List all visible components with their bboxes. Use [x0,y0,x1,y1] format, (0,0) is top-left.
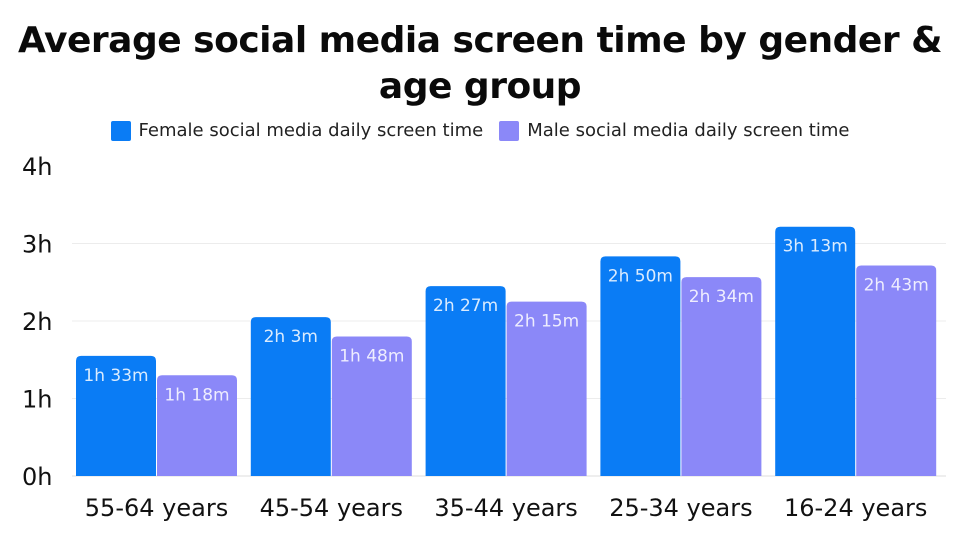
x-tick-label: 16-24 years [784,494,927,522]
bar-female [250,317,331,476]
data-label: 2h 34m [689,287,754,307]
data-label: 2h 27m [433,296,498,316]
bar-male [681,277,762,476]
data-label: 2h 3m [264,327,318,347]
chart-title: Average social media screen time by gend… [17,20,943,107]
bar-male [331,336,412,476]
bar-male [157,375,237,476]
legend: Female social media daily screen time Ma… [0,120,960,141]
legend-swatch-male [499,120,520,141]
legend-item-female: Female social media daily screen time [110,120,484,141]
bar-male [506,301,587,476]
legend-label-female: Female social media daily screen time [138,120,484,141]
bar-female [425,286,506,476]
data-label: 1h 18m [164,385,229,405]
x-tick-label: 25-34 years [609,494,752,522]
bar-female [600,256,681,476]
data-label: 2h 15m [514,312,579,332]
y-tick-label: 4h [22,153,52,181]
bar-female [775,226,856,476]
y-tick-label: 0h [22,463,52,491]
bar-male [856,265,937,476]
y-tick-label: 2h [22,308,52,336]
data-label: 1h 48m [339,347,404,367]
legend-label-male: Male social media daily screen time [527,120,850,141]
data-label: 2h 50m [608,266,673,286]
legend-swatch-female [110,120,131,141]
data-label: 2h 43m [864,275,929,295]
data-label: 3h 13m [783,237,848,257]
y-tick-label: 3h [22,231,52,259]
x-tick-label: 35-44 years [434,494,577,522]
data-label: 1h 33m [83,366,148,386]
x-tick-label: 55-64 years [85,494,228,522]
legend-item-male: Male social media daily screen time [499,120,849,141]
y-tick-label: 1h [22,386,52,414]
bar-female [76,355,156,476]
x-tick-label: 45-54 years [260,494,403,522]
